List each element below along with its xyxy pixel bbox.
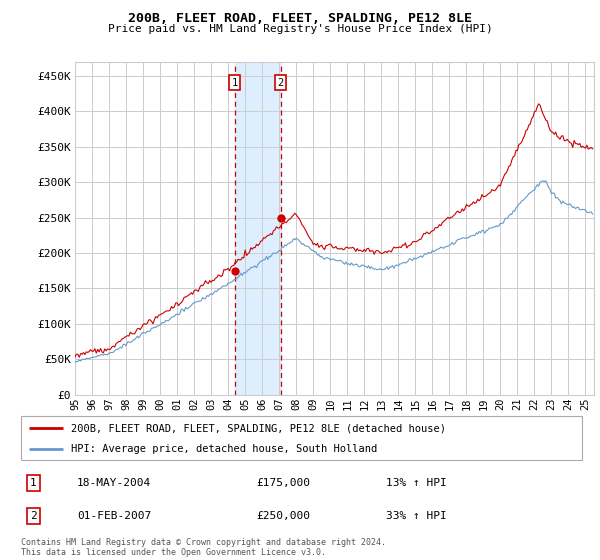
Text: Price paid vs. HM Land Registry's House Price Index (HPI): Price paid vs. HM Land Registry's House … bbox=[107, 24, 493, 34]
Bar bbox=[235, 62, 281, 395]
FancyBboxPatch shape bbox=[21, 416, 582, 460]
Text: 2: 2 bbox=[277, 78, 284, 88]
Text: Contains HM Land Registry data © Crown copyright and database right 2024.
This d: Contains HM Land Registry data © Crown c… bbox=[21, 538, 386, 557]
Text: 200B, FLEET ROAD, FLEET, SPALDING, PE12 8LE (detached house): 200B, FLEET ROAD, FLEET, SPALDING, PE12 … bbox=[71, 423, 446, 433]
Text: 1: 1 bbox=[232, 78, 238, 88]
Text: 18-MAY-2004: 18-MAY-2004 bbox=[77, 478, 151, 488]
Text: 200B, FLEET ROAD, FLEET, SPALDING, PE12 8LE: 200B, FLEET ROAD, FLEET, SPALDING, PE12 … bbox=[128, 12, 472, 25]
Text: 01-FEB-2007: 01-FEB-2007 bbox=[77, 511, 151, 521]
Text: £175,000: £175,000 bbox=[257, 478, 311, 488]
Text: 1: 1 bbox=[30, 478, 37, 488]
Text: £250,000: £250,000 bbox=[257, 511, 311, 521]
Text: HPI: Average price, detached house, South Holland: HPI: Average price, detached house, Sout… bbox=[71, 444, 378, 454]
Text: 33% ↑ HPI: 33% ↑ HPI bbox=[386, 511, 446, 521]
Text: 2: 2 bbox=[30, 511, 37, 521]
Text: 13% ↑ HPI: 13% ↑ HPI bbox=[386, 478, 446, 488]
